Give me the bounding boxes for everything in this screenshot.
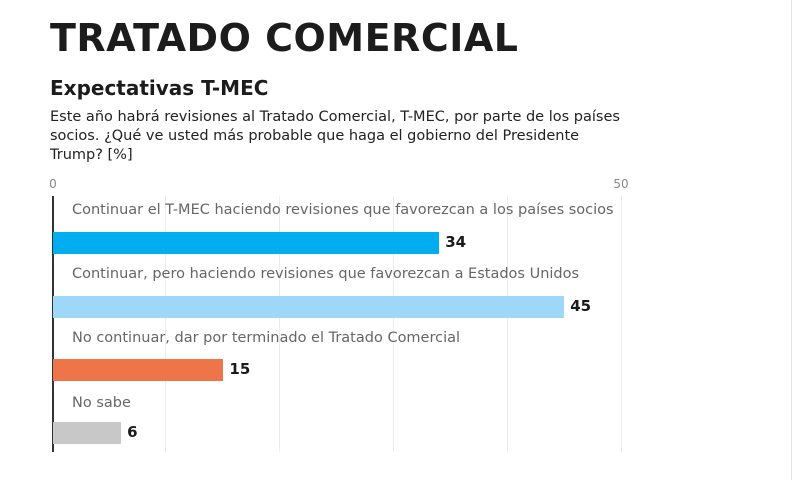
value-label: 15 xyxy=(229,360,251,378)
value-label: 6 xyxy=(127,423,138,441)
survey-question: Este año habrá revisiones al Tratado Com… xyxy=(50,109,620,163)
gridline-50 xyxy=(621,196,622,452)
category-label: Continuar, pero haciendo revisiones que … xyxy=(72,266,580,282)
bar xyxy=(53,232,440,254)
category-label: Continuar el T-MEC haciendo revisiones q… xyxy=(72,202,614,218)
gridline-30 xyxy=(393,196,394,452)
chart-subtitle: Expectativas T-MEC xyxy=(50,76,269,100)
bar xyxy=(53,422,122,444)
bar xyxy=(53,296,565,318)
value-label: 45 xyxy=(570,297,592,315)
gridline-20 xyxy=(279,196,280,452)
gridline-40 xyxy=(507,196,508,452)
axis-tick-50: 50 xyxy=(613,177,629,191)
bar xyxy=(53,359,224,381)
axis-tick-0: 0 xyxy=(49,177,57,191)
value-label: 34 xyxy=(445,233,467,251)
frame-border xyxy=(791,0,792,480)
page-title: TRATADO COMERCIAL xyxy=(50,16,519,60)
category-label: No sabe xyxy=(72,395,131,411)
category-label: No continuar, dar por terminado el Trata… xyxy=(72,330,461,346)
gridline-10 xyxy=(165,196,166,452)
y-axis-line xyxy=(52,196,54,452)
